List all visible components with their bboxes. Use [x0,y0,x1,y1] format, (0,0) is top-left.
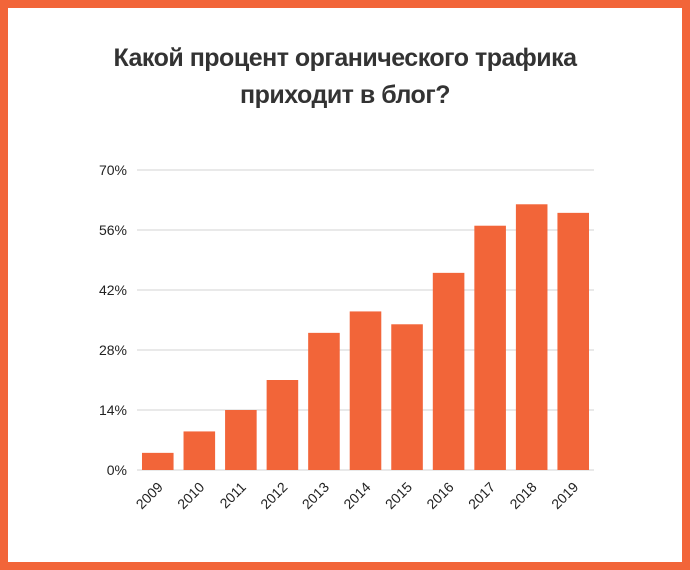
bars [141,204,590,471]
y-tick-label: 42% [99,282,127,298]
chart-title-line-1: Какой процент органического трафика [113,44,577,72]
bar-2014 [349,311,382,470]
bar-2009 [141,452,174,470]
y-tick-label: 28% [99,342,127,358]
x-tick-label: 2011 [216,479,249,512]
bar-2016 [432,272,465,470]
x-tick-label: 2019 [548,479,581,512]
chart-title-line-2: приходит в блог? [239,81,451,109]
bar-2011 [225,410,257,470]
bar-2018 [515,204,548,471]
y-tick-label: 0% [107,462,127,478]
chart-title: Какой процент органического трафика прих… [40,40,650,114]
bar-2019 [557,212,590,470]
bar-2013 [308,332,340,470]
y-axis-ticks: 0% 14% 28% 42% 56% 70% [99,162,127,478]
x-tick-label: 2016 [423,479,456,512]
x-tick-label: 2015 [382,479,415,512]
y-tick-label: 56% [99,222,127,238]
x-tick-label: 2009 [133,479,166,512]
y-tick-label: 14% [99,402,127,418]
x-tick-label: 2010 [174,479,207,512]
x-tick-label: 2014 [340,479,373,512]
bar-2012 [266,380,299,470]
y-tick-label: 70% [99,162,127,178]
x-tick-label: 2018 [506,479,539,512]
bar-2017 [474,225,506,470]
bar-2010 [183,431,216,470]
bar-2015 [391,324,423,470]
x-tick-label: 2012 [257,479,290,512]
x-tick-label: 2017 [465,479,498,512]
x-axis-ticks: 2009 2010 2011 2012 2013 2014 2015 2016 2017 2018… [133,479,582,512]
x-tick-label: 2013 [299,479,332,512]
